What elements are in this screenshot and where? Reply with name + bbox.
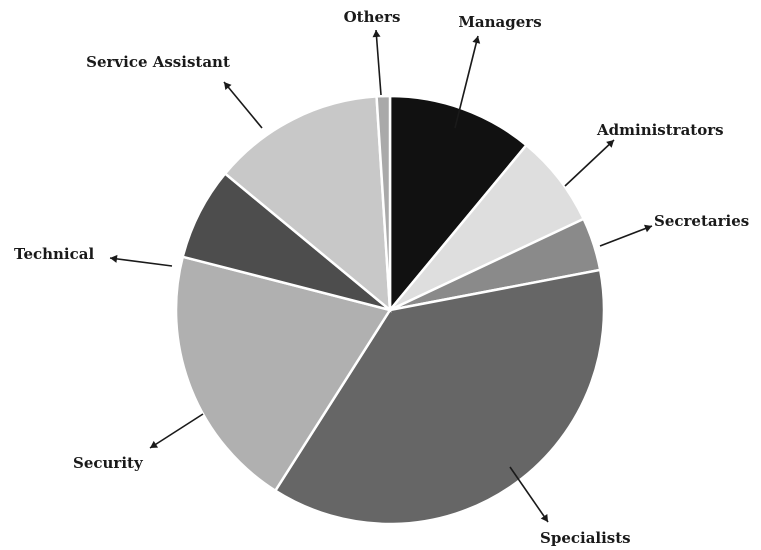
pie-slice-service-assistant	[223, 95, 392, 313]
pie-slice-managers	[388, 94, 529, 314]
leader-line-others	[375, 29, 382, 96]
slice-label-specialists: Specialists	[540, 529, 631, 547]
slice-label-administrators: Administrators	[596, 121, 724, 139]
leader-lines	[109, 29, 653, 523]
leader-arrow-service-assistant	[224, 82, 232, 90]
leader-arrow-others	[372, 30, 381, 38]
leader-arrow-managers	[472, 36, 481, 44]
slice-label-managers: Managers	[458, 13, 541, 31]
pie-slice-security	[174, 255, 392, 493]
pie-slice-others	[375, 94, 392, 311]
slice-label-service-assistant: Service Assistant	[86, 53, 230, 71]
leader-arrow-administrators	[606, 140, 614, 148]
slice-label-others: Others	[344, 8, 401, 26]
leader-line-specialists	[509, 466, 549, 523]
pie-slices	[174, 94, 606, 526]
leader-line-service-assistant	[223, 81, 263, 129]
leader-line-secretaries	[599, 225, 653, 247]
pie-slice-specialists	[273, 268, 606, 526]
slice-labels: Managers Administrators Secretaries Special…	[14, 8, 749, 547]
slice-label-technical: Technical	[14, 245, 94, 263]
leader-line-technical	[109, 257, 173, 267]
leader-line-administrators	[564, 139, 615, 187]
leader-arrow-security	[150, 440, 159, 448]
leader-line-managers	[454, 35, 479, 129]
leader-line-security	[149, 413, 204, 449]
leader-arrow-specialists	[540, 513, 548, 522]
leader-arrow-secretaries	[644, 224, 652, 233]
leader-arrow-technical	[110, 254, 118, 263]
slice-label-secretaries: Secretaries	[654, 212, 749, 230]
slice-label-security: Security	[73, 454, 144, 472]
